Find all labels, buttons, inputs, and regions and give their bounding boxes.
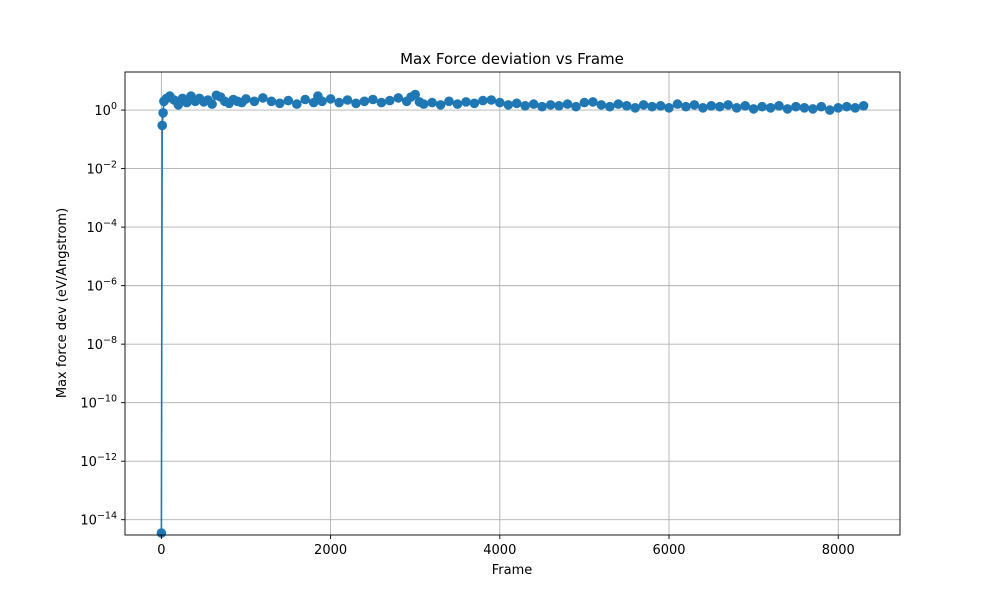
data-point <box>511 98 522 109</box>
data-point <box>325 94 336 104</box>
data-point <box>791 101 801 112</box>
data-point <box>410 89 421 100</box>
data-point <box>520 101 530 111</box>
data-point <box>664 103 674 113</box>
data-point <box>317 96 327 107</box>
data-point <box>266 96 277 107</box>
y-axis-label: Max force dev (eV/Angstrom) <box>55 208 70 398</box>
data-point <box>435 100 446 110</box>
x-tick-label: 6000 <box>652 543 685 558</box>
data-point <box>452 99 463 109</box>
plot-frame <box>124 71 901 536</box>
data-point <box>385 95 395 106</box>
y-tick-label: 10−6 <box>86 277 117 295</box>
data-point <box>376 97 387 108</box>
data-point <box>655 101 666 111</box>
data-point <box>158 108 168 118</box>
data-point <box>528 99 539 109</box>
data-point <box>393 93 404 103</box>
data-point <box>342 95 353 105</box>
data-point <box>495 97 505 108</box>
data-point <box>478 95 488 106</box>
data-point <box>418 99 429 109</box>
data-point <box>359 96 370 107</box>
data-point <box>621 101 632 111</box>
x-axis: 0 2000 4000 6000 8000 <box>157 535 855 558</box>
data-point <box>368 94 378 105</box>
data-point <box>444 96 454 107</box>
data-point <box>816 101 827 112</box>
data-point <box>283 95 294 106</box>
data-point <box>300 94 311 105</box>
data-point <box>647 101 657 112</box>
data-point <box>833 103 843 113</box>
data-point <box>825 105 835 115</box>
data-point <box>723 100 733 110</box>
data-point <box>545 100 556 110</box>
y-tick-label: 10−4 <box>86 218 117 236</box>
data-point <box>672 99 683 109</box>
data-point <box>562 99 573 109</box>
data-point <box>698 103 708 113</box>
data-point <box>596 100 607 110</box>
data-point <box>630 103 640 113</box>
data-point <box>774 101 784 111</box>
data-point <box>681 101 691 112</box>
data-point <box>689 100 700 110</box>
y-tick-label: 10−12 <box>80 452 117 470</box>
data-point <box>334 97 344 108</box>
grid <box>125 72 900 535</box>
data-point <box>258 93 268 103</box>
y-axis: 100 10−2 10−4 10−6 10−8 10−10 10−12 10−14 <box>80 101 125 529</box>
data-point <box>613 99 624 109</box>
data-point <box>799 103 810 113</box>
data-point <box>157 120 167 131</box>
data-point <box>740 101 750 111</box>
data-point <box>605 101 615 112</box>
x-tick-label: 2000 <box>314 543 347 558</box>
data-point <box>588 97 598 107</box>
y-tick-label: 10−8 <box>86 335 117 353</box>
x-tick-label: 8000 <box>822 543 855 558</box>
data-point <box>427 97 437 108</box>
data-point <box>731 103 742 113</box>
data-point <box>765 103 776 113</box>
data-point <box>638 100 649 110</box>
data-point <box>748 104 759 114</box>
data-point <box>503 100 514 110</box>
data-point <box>850 103 860 113</box>
data-point <box>579 97 590 108</box>
data-point <box>858 101 869 111</box>
data-point <box>249 96 260 107</box>
data-point <box>241 94 251 104</box>
data-point <box>351 98 361 109</box>
x-tick-label: 0 <box>157 543 165 558</box>
y-tick-label: 10−2 <box>86 160 117 178</box>
data-point <box>461 97 471 107</box>
y-tick-label: 10−10 <box>80 394 117 412</box>
data-point <box>486 95 497 105</box>
data-point <box>757 101 767 112</box>
data-point <box>275 98 285 109</box>
data-point <box>571 101 581 112</box>
data-point <box>841 101 852 112</box>
data-point <box>292 99 302 109</box>
x-tick-label: 4000 <box>483 543 516 558</box>
chart-title: Max Force deviation vs Frame <box>400 50 624 68</box>
data-point <box>715 101 725 112</box>
x-axis-label: Frame <box>492 563 533 578</box>
y-tick-label: 100 <box>94 101 117 119</box>
data-point <box>537 101 547 112</box>
data-point <box>207 99 217 109</box>
data-point <box>706 101 717 111</box>
data-point <box>808 104 818 114</box>
series-layer <box>156 89 869 538</box>
y-tick-label: 10−14 <box>80 511 117 529</box>
data-point <box>469 98 480 109</box>
data-point <box>554 101 564 111</box>
data-point <box>782 104 793 114</box>
